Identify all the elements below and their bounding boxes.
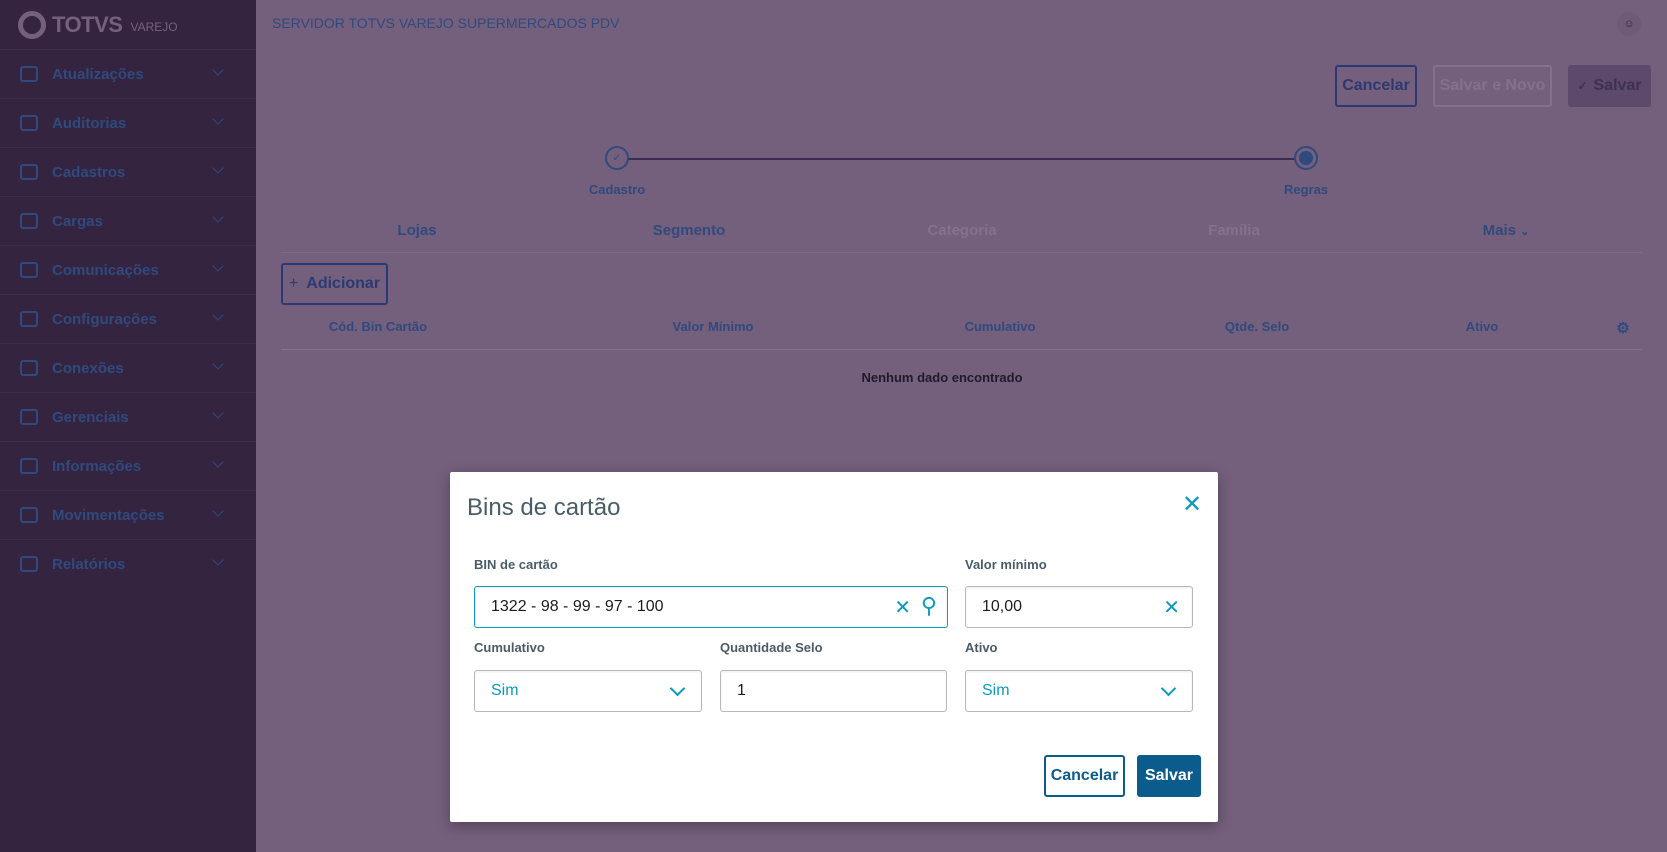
modal-cancel-button[interactable]: Cancelar bbox=[1044, 755, 1125, 797]
qtde-label: Quantidade Selo bbox=[720, 640, 823, 655]
menu-icon bbox=[20, 262, 38, 278]
menu-icon bbox=[20, 507, 38, 523]
chevron-down-icon bbox=[212, 211, 224, 223]
step-regras-active-icon[interactable] bbox=[1294, 146, 1318, 170]
step-cadastro-check-icon[interactable]: ✓ bbox=[605, 146, 629, 170]
cancel-button[interactable]: Cancelar bbox=[1335, 65, 1417, 107]
sidebar-item[interactable]: Cadastros bbox=[0, 147, 256, 196]
sidebar-item[interactable]: Conexões bbox=[0, 343, 256, 392]
column-header[interactable]: Ativo bbox=[1465, 319, 1499, 334]
chevron-down-icon bbox=[669, 680, 686, 697]
menu-icon bbox=[20, 66, 38, 82]
step-label-cadastro: Cadastro bbox=[588, 182, 646, 197]
sidebar-item[interactable]: Gerenciais bbox=[0, 392, 256, 441]
chevron-down-icon: ⌄ bbox=[1520, 226, 1530, 238]
sidebar-item-label: Conexões bbox=[52, 359, 124, 377]
tab-mais[interactable]: Mais ⌄ bbox=[1482, 222, 1530, 239]
sidebar-item-label: Cadastros bbox=[52, 163, 126, 181]
tab-segmento[interactable]: Segmento bbox=[652, 222, 726, 239]
tab-categoria[interactable]: Categoria bbox=[927, 222, 997, 239]
check-icon: ✓ bbox=[1577, 79, 1588, 93]
totvs-logo: TOTVS VAREJO bbox=[18, 8, 178, 42]
menu-icon bbox=[20, 409, 38, 425]
valor-label: Valor mínimo bbox=[965, 557, 1047, 572]
sidebar-item[interactable]: Atualizações bbox=[0, 49, 256, 98]
sidebar-item[interactable]: Configurações bbox=[0, 294, 256, 343]
gear-icon[interactable]: ⚙ bbox=[1616, 320, 1630, 337]
sidebar-item-label: Movimentações bbox=[52, 506, 165, 524]
user-avatar-icon[interactable]: ☺ bbox=[1617, 12, 1641, 36]
cumulativo-select[interactable]: Sim bbox=[474, 670, 702, 712]
bins-modal: Bins de cartão ✕ BIN de cartão 1322 - 98… bbox=[450, 472, 1218, 822]
empty-table-message: Nenhum dado encontrado bbox=[861, 370, 1023, 385]
column-header[interactable]: Cumulativo bbox=[964, 319, 1036, 334]
ativo-label: Ativo bbox=[965, 640, 998, 655]
chevron-down-icon bbox=[212, 113, 224, 125]
chevron-down-icon bbox=[212, 260, 224, 272]
sidebar-item[interactable]: Cargas bbox=[0, 196, 256, 245]
column-header[interactable]: Qtde. Selo bbox=[1224, 319, 1290, 334]
sidebar-item-label: Comunicações bbox=[52, 261, 159, 279]
sidebar-item-label: Auditorias bbox=[52, 114, 127, 132]
logo-icon bbox=[18, 11, 46, 39]
sidebar-item-label: Atualizações bbox=[52, 65, 144, 83]
add-button[interactable]: + Adicionar bbox=[281, 263, 388, 305]
table-header-divider bbox=[281, 349, 1642, 350]
sidebar-item-label: Relatórios bbox=[52, 555, 126, 573]
sidebar-item[interactable]: Auditorias bbox=[0, 98, 256, 147]
bin-input[interactable]: 1322 - 98 - 99 - 97 - 100 ✕ ⚲ bbox=[474, 586, 948, 628]
sidebar-item[interactable]: Relatórios bbox=[0, 539, 256, 588]
close-icon[interactable]: ✕ bbox=[1182, 491, 1203, 518]
chevron-down-icon bbox=[212, 309, 224, 321]
save-and-new-button[interactable]: Salvar e Novo bbox=[1433, 65, 1552, 107]
tabs-divider bbox=[281, 252, 1642, 253]
tab-familia[interactable]: Família bbox=[1208, 222, 1260, 239]
modal-save-button[interactable]: Salvar bbox=[1137, 755, 1201, 797]
modal-title: Bins de cartão bbox=[467, 494, 621, 521]
valor-minimo-input[interactable]: 10,00 ✕ bbox=[965, 586, 1193, 628]
stepper-line bbox=[627, 158, 1297, 160]
header-title: SERVIDOR TOTVS VAREJO SUPERMERCADOS PDV bbox=[272, 15, 620, 31]
sidebar-item-label: Gerenciais bbox=[52, 408, 129, 426]
sidebar-item[interactable]: Movimentações bbox=[0, 490, 256, 539]
quantidade-selo-input[interactable]: 1 bbox=[720, 670, 947, 712]
column-header[interactable]: Cód. Bin Cartão bbox=[328, 319, 428, 334]
chevron-down-icon bbox=[212, 505, 224, 517]
menu-icon bbox=[20, 556, 38, 572]
chevron-down-icon bbox=[212, 64, 224, 76]
sidebar-item[interactable]: Comunicações bbox=[0, 245, 256, 294]
save-button[interactable]: ✓ Salvar bbox=[1568, 65, 1651, 107]
bin-label: BIN de cartão bbox=[474, 557, 558, 572]
chevron-down-icon bbox=[1160, 680, 1177, 697]
step-label-regras: Regras bbox=[1283, 182, 1329, 197]
cumulativo-label: Cumulativo bbox=[474, 640, 545, 655]
menu-icon bbox=[20, 164, 38, 180]
menu-icon bbox=[20, 311, 38, 327]
menu-icon bbox=[20, 115, 38, 131]
tab-lojas[interactable]: Lojas bbox=[397, 222, 437, 239]
chevron-down-icon bbox=[212, 456, 224, 468]
chevron-down-icon bbox=[212, 358, 224, 370]
ativo-select[interactable]: Sim bbox=[965, 670, 1193, 712]
plus-icon: + bbox=[288, 275, 299, 292]
sidebar-item[interactable]: Informações bbox=[0, 441, 256, 490]
clear-icon[interactable]: ✕ bbox=[1163, 597, 1180, 619]
chevron-down-icon bbox=[212, 554, 224, 566]
sidebar-item-label: Cargas bbox=[52, 212, 103, 230]
sidebar-item-label: Informações bbox=[52, 457, 142, 475]
column-header[interactable]: Valor Mínimo bbox=[672, 319, 754, 334]
menu-icon bbox=[20, 458, 38, 474]
search-icon[interactable]: ⚲ bbox=[920, 593, 937, 618]
sidebar-item-label: Configurações bbox=[52, 310, 158, 328]
chevron-down-icon bbox=[212, 162, 224, 174]
chevron-down-icon bbox=[212, 407, 224, 419]
menu-icon bbox=[20, 360, 38, 376]
sidebar: TOTVS VAREJO Atualizações Auditorias Cadas… bbox=[0, 0, 256, 852]
menu-icon bbox=[20, 213, 38, 229]
clear-icon[interactable]: ✕ bbox=[894, 597, 911, 619]
